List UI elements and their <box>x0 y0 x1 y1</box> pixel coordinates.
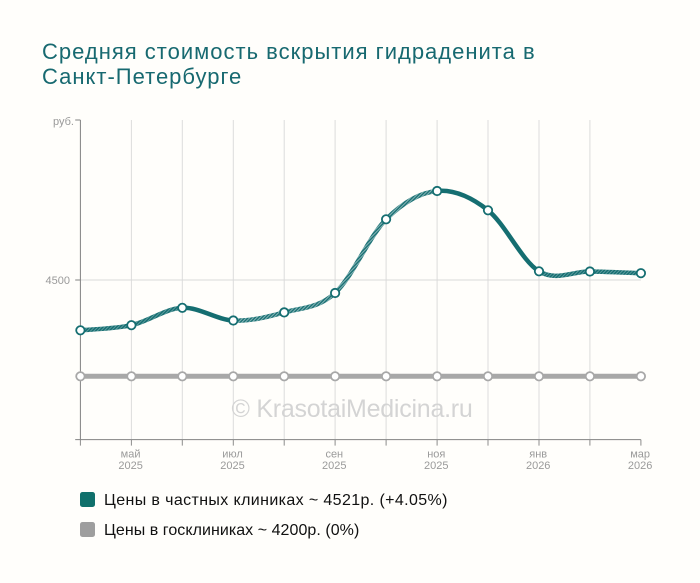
svg-text:руб.: руб. <box>53 116 74 128</box>
svg-text:мар: мар <box>630 449 650 461</box>
svg-text:май: май <box>121 449 141 461</box>
svg-text:сен: сен <box>325 449 343 461</box>
svg-text:ноя: ноя <box>427 449 445 461</box>
svg-text:2025: 2025 <box>424 460 448 472</box>
svg-text:2025: 2025 <box>220 460 244 472</box>
svg-text:2025: 2025 <box>118 460 142 472</box>
svg-text:4500: 4500 <box>46 275 70 287</box>
svg-text:2026: 2026 <box>628 460 652 472</box>
svg-text:июл: июл <box>222 449 243 461</box>
svg-text:© KrasotaiMedicina.ru: © KrasotaiMedicina.ru <box>231 395 472 423</box>
svg-text:2026: 2026 <box>526 460 550 472</box>
svg-text:янв: янв <box>529 449 547 461</box>
svg-text:2025: 2025 <box>322 460 346 472</box>
